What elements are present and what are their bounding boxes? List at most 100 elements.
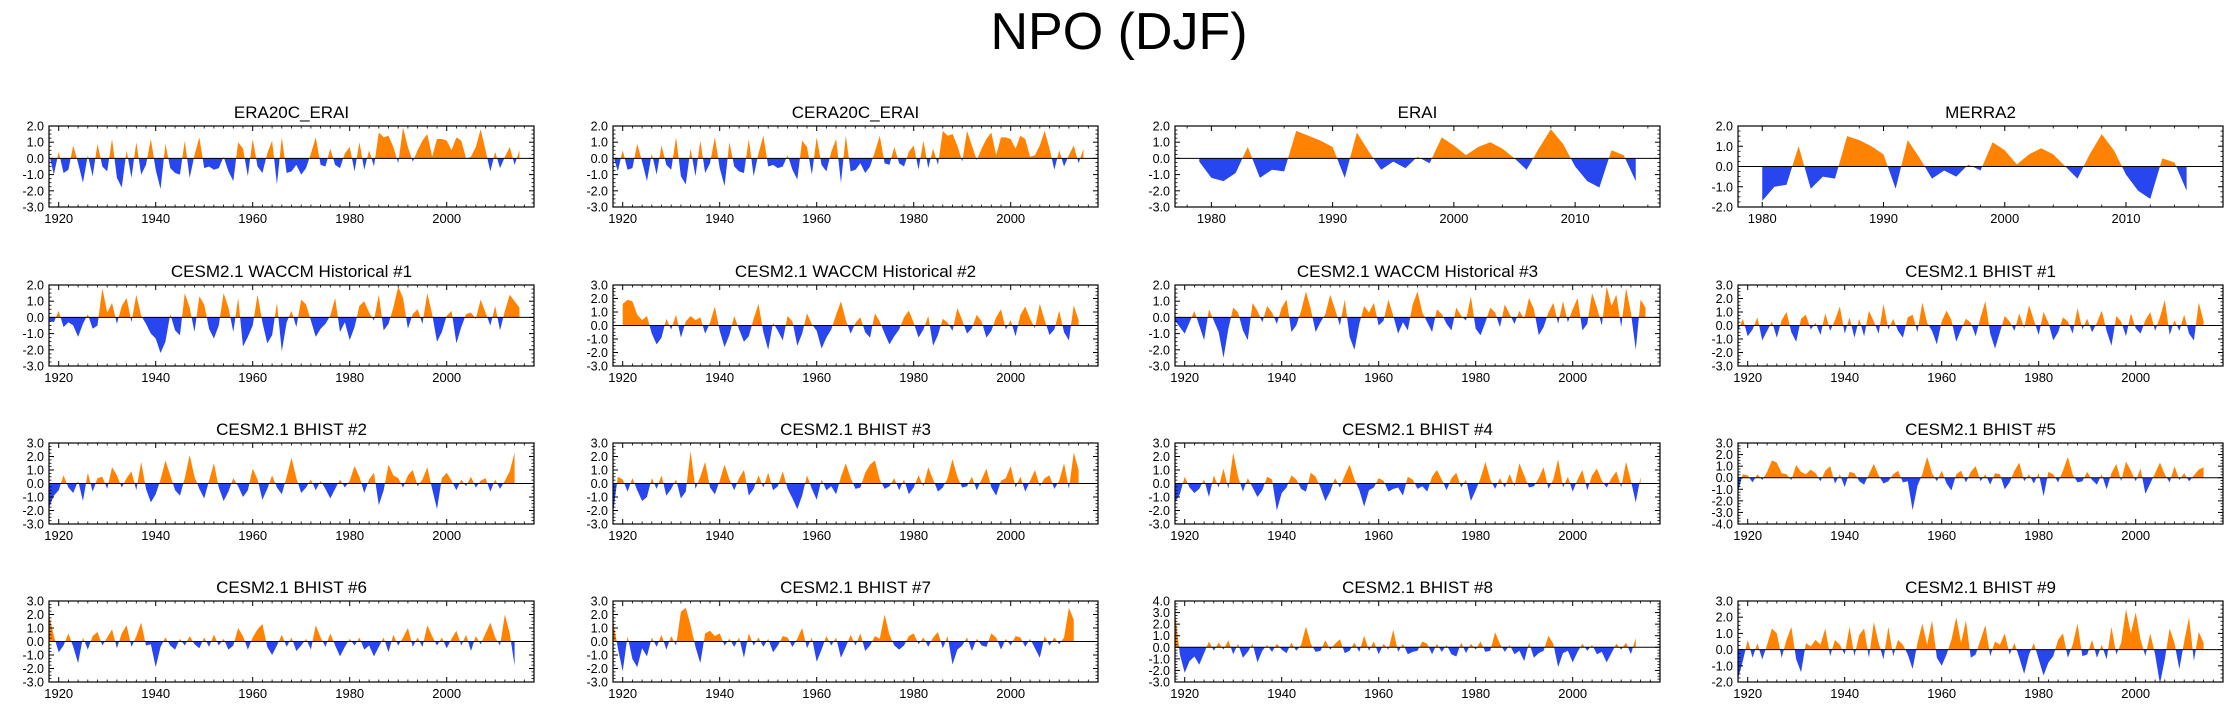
x-tick-label: 1940 [1830,686,1859,701]
panel-3: ERAI 2.0 1.0 0.0 -1.0 -2.0 -3.0 1980 1990 2000 201… [1148,103,1661,226]
panel-title: CESM2.1 BHIST #2 [216,420,367,439]
y-tick-label: 2.0 [1153,279,1170,293]
y-tick-label: 2.0 [27,120,44,134]
x-tick-label: 1980 [2024,686,2053,701]
x-tick-label: 1940 [141,686,170,701]
panel-5: CESM2.1 WACCM Historical #1 2.0 1.0 0.0 -1.0… [22,262,535,385]
panel-6: CESM2.1 WACCM Historical #23.02.01.00.0-… [586,262,1099,385]
x-tick-label: 1980 [335,528,364,543]
x-tick-label: 1920 [1733,686,1762,701]
y-tick-label: 1.0 [591,136,608,150]
x-tick-label: 1960 [1927,370,1956,385]
y-tick-label: -3.0 [586,201,608,215]
x-tick-label: 1940 [141,370,170,385]
negative-area [1738,477,2192,511]
y-tick-label: 1.0 [1716,627,1733,641]
panel-13: CESM2.1 BHIST #6 3.02.01.00.0-1.0-2.0-3.0… [22,578,535,701]
x-tick-label: 1920 [608,211,637,226]
y-tick-label: 1.0 [591,464,608,478]
x-tick-label: 2000 [996,370,1025,385]
x-tick-label: 1980 [899,686,928,701]
y-tick-label: 2.0 [591,120,608,134]
y-tick-label: 1.0 [591,622,608,636]
panel-4: MERRA2 2.0 1.0 0.0 -1.0 -2.0 1980 1990 2000 2010 [1711,103,2224,226]
y-tick-label: -1.0 [1711,483,1733,497]
x-tick-label: 2010 [2112,211,2141,226]
y-tick-label: -2.0 [1148,184,1170,198]
x-tick-label: 1960 [238,686,267,701]
y-tick-label: 4.0 [1153,595,1170,609]
y-tick-label: 1.0 [27,295,44,309]
panel-title: MERRA2 [1945,103,2016,122]
x-tick-label: 2000 [1558,528,1587,543]
negative-area [1175,317,1639,358]
y-tick-label: -2.0 [1711,676,1733,690]
x-tick-label: 1960 [1927,528,1956,543]
positive-area [1191,286,1646,318]
x-tick-label: 1940 [1267,528,1296,543]
x-tick-label: 1940 [705,686,734,701]
positive-area [622,299,1079,326]
y-tick-label: -2.0 [22,343,44,357]
y-tick-label: -2.0 [1711,346,1733,360]
x-tick-label: 1960 [238,370,267,385]
y-tick-label: 1.0 [1716,306,1733,320]
positive-area [613,130,1084,159]
y-tick-label: 1.0 [27,622,44,636]
y-tick-label: 0.0 [591,152,608,166]
panel-16: CESM2.1 BHIST #9 3.0 2.0 1.0 0.0 -1.0 -2.01920… [1711,578,2224,701]
y-tick-label: 0.0 [1153,311,1170,325]
y-tick-label: 1.0 [1153,464,1170,478]
x-tick-label: 2000 [996,686,1025,701]
y-tick-label: 3.0 [591,279,608,293]
y-tick-label: 3.0 [27,437,44,451]
x-tick-label: 2000 [2121,686,2150,701]
negative-area [55,641,515,668]
panel-11: CESM2.1 BHIST #4 3.02.01.00.0-1.0-2.0-3.0… [1148,420,1661,543]
y-tick-label: -3.0 [22,360,44,374]
x-tick-label: 1980 [335,686,364,701]
y-tick-label: -3.0 [1711,360,1733,374]
y-tick-label: 0.0 [1153,477,1170,491]
y-tick-label: -3.0 [22,518,44,532]
y-tick-label: 3.0 [1153,437,1170,451]
panel-title: CESM2.1 BHIST #4 [1342,420,1493,439]
x-tick-label: 2000 [432,528,461,543]
y-tick-label: -2.0 [1148,343,1170,357]
y-tick-label: 0.0 [1716,471,1733,485]
y-tick-label: -2.0 [1148,664,1170,678]
x-tick-label: 1940 [705,370,734,385]
y-tick-label: -1.0 [22,327,44,341]
panel-title: CESM2.1 WACCM Historical #2 [735,262,976,281]
x-tick-label: 1960 [1927,686,1956,701]
x-tick-label: 2000 [432,211,461,226]
y-tick-label: -1.0 [1711,659,1733,673]
y-tick-label: -1.0 [1148,652,1170,666]
y-tick-label: 2.0 [591,608,608,622]
x-tick-label: 1990 [1869,211,1898,226]
y-tick-label: -3.0 [1711,506,1733,520]
y-tick-label: 2.0 [1716,611,1733,625]
x-tick-label: 2000 [996,528,1025,543]
y-tick-label: 3.0 [591,437,608,451]
x-tick-label: 1920 [1733,528,1762,543]
y-tick-label: -3.0 [1148,360,1170,374]
y-tick-label: -3.0 [586,676,608,690]
panel-title: CESM2.1 BHIST #6 [216,578,367,597]
x-tick-label: 1920 [1733,370,1762,385]
y-tick-label: -1.0 [1148,168,1170,182]
x-tick-label: 1980 [899,528,928,543]
y-tick-label: 1.0 [591,306,608,320]
panel-title: CESM2.1 BHIST #3 [780,420,931,439]
y-tick-label: 1.0 [1716,140,1733,154]
x-tick-label: 1980 [1461,528,1490,543]
x-tick-label: 1990 [1318,211,1347,226]
y-tick-label: 2.0 [591,292,608,306]
x-tick-label: 2000 [2121,528,2150,543]
y-tick-label: -1.0 [22,168,44,182]
y-tick-label: -2.0 [22,184,44,198]
y-tick-label: -2.0 [586,662,608,676]
negative-area [1179,647,1633,673]
x-tick-label: 1920 [1170,370,1199,385]
